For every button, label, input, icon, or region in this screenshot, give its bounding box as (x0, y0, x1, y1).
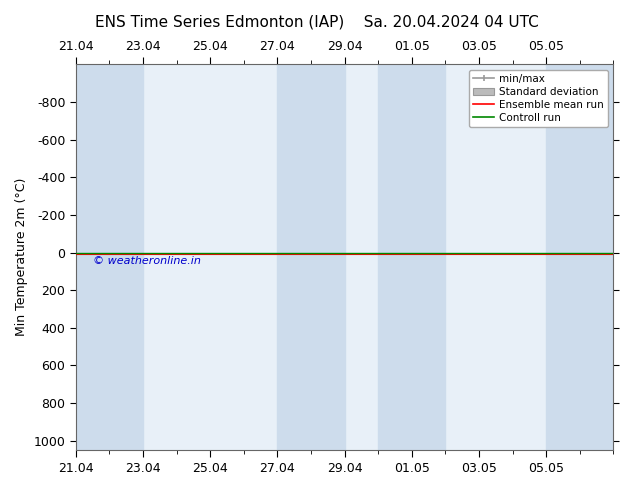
Bar (547, 64, 614, 450)
Bar (278, 64, 345, 450)
Text: ENS Time Series Edmonton (IAP)    Sa. 20.04.2024 04 UTC: ENS Time Series Edmonton (IAP) Sa. 20.04… (95, 15, 539, 30)
Bar (76, 64, 143, 450)
Legend: min/max, Standard deviation, Ensemble mean run, Controll run: min/max, Standard deviation, Ensemble me… (469, 70, 608, 127)
Y-axis label: Min Temperature 2m (°C): Min Temperature 2m (°C) (15, 178, 28, 337)
Bar (378, 64, 446, 450)
Text: © weatheronline.in: © weatheronline.in (93, 256, 200, 266)
